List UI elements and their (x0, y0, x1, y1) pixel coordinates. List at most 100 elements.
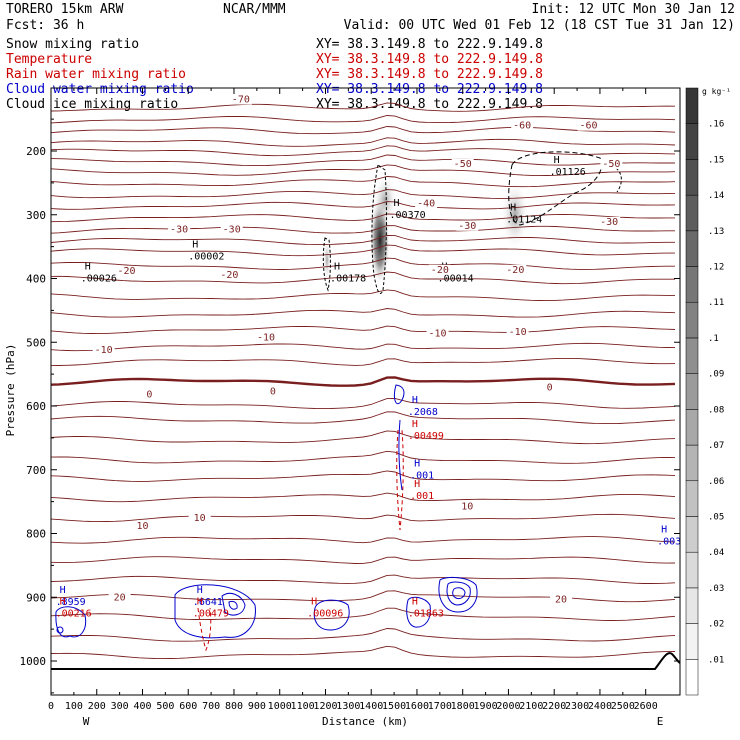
colorbar-swatch (685, 480, 699, 517)
x-tick-label: 1700 (428, 701, 452, 712)
isotherm (51, 556, 676, 564)
maximum-marker: H (197, 596, 203, 607)
y-tick-label: 200 (26, 145, 46, 158)
field-xy: XY= 38.3.149.8 to 222.9.149.8 (316, 82, 543, 97)
x-tick-label: 1000 (268, 701, 292, 712)
isotherm (51, 325, 676, 335)
x-tick-label: 2400 (588, 701, 612, 712)
colorbar-swatch (685, 516, 699, 553)
x-tick-label: 1100 (291, 701, 315, 712)
cloud-ice-contour-east (508, 151, 603, 226)
colorbar-swatch (685, 373, 699, 410)
temp-label-bg (138, 389, 161, 400)
isotherm (51, 357, 676, 366)
cloud-water-contour-west (55, 606, 87, 638)
isotherm (51, 176, 676, 188)
rain-contour-2 (197, 607, 212, 652)
isotherm (51, 411, 676, 425)
y-tick-label: 900 (26, 591, 46, 604)
temp-label: -20 (506, 265, 524, 276)
temp-label-bg (550, 594, 573, 605)
colorbar-swatch (685, 301, 699, 339)
temp-label-bg (188, 512, 211, 523)
temperature-contours (51, 102, 676, 660)
field-label: Cloud ice mixing ratio (6, 97, 178, 112)
temp-label-bg (504, 264, 527, 275)
x-tick-label: 0 (48, 701, 54, 712)
field-xy: XY= 38.3.149.8 to 222.9.149.8 (316, 37, 543, 52)
x-tick-label: 1800 (451, 701, 475, 712)
y-tick-label: 500 (26, 336, 46, 349)
maximum-value: .00002 (188, 251, 224, 262)
temp-label-bg (511, 120, 534, 131)
temp-label: 0 (547, 383, 553, 394)
cloud-water-contour-west-dot (56, 626, 64, 634)
temp-label: 10 (461, 501, 473, 512)
temp-label-bg (115, 266, 138, 277)
maximum-marker: H (85, 262, 91, 273)
isotherm (51, 492, 676, 503)
x-tick-label: 1600 (405, 701, 429, 712)
x-tick-label: 2200 (542, 701, 566, 712)
maximum-value: .01863 (408, 608, 444, 619)
x-tick-label: 800 (225, 701, 243, 712)
maximum-marker: H (60, 596, 66, 607)
temp-label: 0 (146, 390, 152, 401)
temp-label-bg (229, 94, 252, 105)
colorbar-swatch (685, 587, 699, 624)
x-axis-east: E (657, 715, 664, 728)
x-tick-label: 200 (88, 701, 106, 712)
maximum-marker: H (510, 202, 516, 213)
colorbar-swatch (685, 123, 699, 160)
isotherm (51, 470, 676, 482)
colorbar-swatch (685, 551, 699, 589)
snow-core-upper (373, 175, 397, 225)
temp-label: -10 (429, 329, 447, 340)
maximum-marker: H (414, 459, 420, 470)
cloud-ice-contour-small (322, 237, 331, 292)
x-tick-label: 300 (111, 701, 129, 712)
maximum-marker: H (311, 596, 317, 607)
x-tick-label: 2100 (519, 701, 543, 712)
maximum-marker: H (334, 262, 340, 273)
isotherm (51, 154, 675, 167)
temp-label: 20 (555, 594, 567, 605)
temp-label: -40 (417, 198, 435, 209)
cloud-water-contour-2c (228, 600, 238, 610)
isotherm (51, 536, 676, 544)
cloud-water-contour-3 (313, 599, 350, 631)
colorbar-label: .11 (708, 298, 724, 308)
maximum-value: .00216 (56, 608, 92, 619)
temp-label-bg (456, 220, 479, 231)
x-axis-west: W (83, 715, 90, 728)
field-label: Cloud water mixing ratio (6, 82, 194, 97)
x-tick-label: 2600 (634, 701, 658, 712)
temp-label-bg (92, 345, 115, 356)
x-tick-label: 400 (133, 701, 151, 712)
isotherm (51, 137, 676, 147)
isotherm (51, 115, 676, 124)
isotherm (51, 225, 675, 234)
colorbar-label: .12 (708, 263, 724, 273)
maximum-value: .01126 (550, 167, 586, 178)
isotherm (51, 376, 676, 387)
colorbar-label: .08 (708, 405, 724, 415)
colorbar-label: .14 (708, 191, 724, 201)
isotherm (51, 574, 676, 584)
field-label: Temperature (6, 52, 92, 67)
x-tick-label: 700 (202, 701, 220, 712)
y-tick-label: 800 (26, 528, 46, 541)
temp-label: -10 (257, 332, 275, 343)
plot-area: H.00026H.00002H.00178H.00370H.00014H.011… (4, 87, 681, 728)
colorbar-swatch (685, 266, 699, 303)
temp-label-bg (426, 328, 449, 339)
maximum-value: .6641 (193, 597, 223, 608)
isotherm (51, 126, 676, 135)
temp-label-bg (415, 198, 438, 209)
colorbar-label: .06 (708, 477, 724, 487)
org-title: NCAR/MMM (223, 2, 286, 17)
y-axis-label: Pressure (hPa) (4, 344, 17, 437)
isotherm (51, 398, 676, 410)
valid-time: Valid: 00 UTC Wed 01 Feb 12 (18 CST Tue … (344, 18, 735, 33)
maximum-value: .2068 (408, 407, 438, 418)
